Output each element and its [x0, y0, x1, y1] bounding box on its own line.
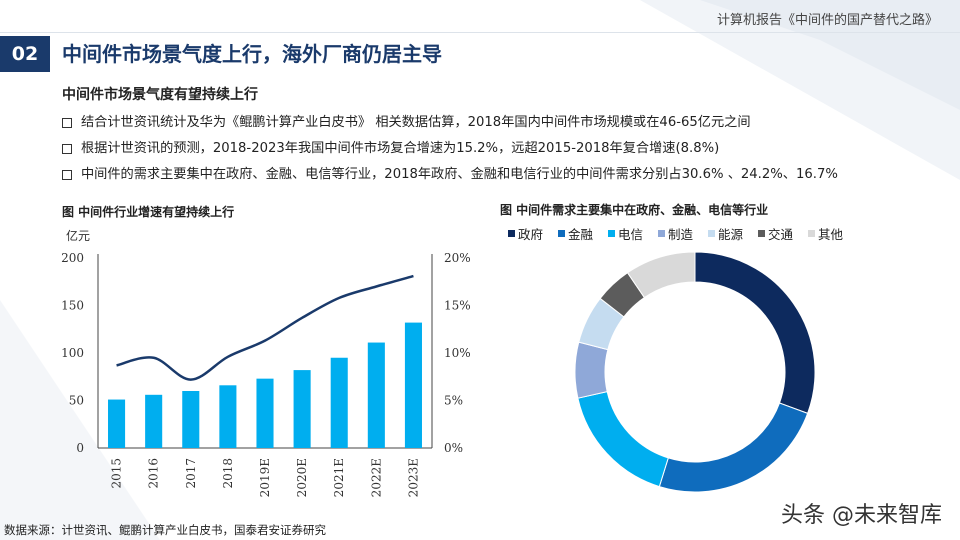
legend-label: 电信: [618, 227, 643, 242]
donut-slice: [694, 251, 816, 414]
y-tick-label: 50: [69, 394, 84, 408]
legend-swatch: [558, 230, 565, 237]
x-tick-label: 2017: [184, 458, 198, 489]
legend-label: 其他: [818, 227, 844, 242]
y2-tick-label: 10%: [444, 346, 471, 360]
legend-label: 政府: [518, 227, 543, 242]
donut-chart-title: 图 中间件需求主要集中在政府、金融、电信等行业: [500, 203, 769, 217]
x-tick-label: 2018: [221, 458, 235, 489]
legend-swatch: [808, 230, 815, 237]
legend-swatch: [658, 230, 665, 237]
legend-label: 交通: [768, 227, 794, 242]
x-tick-label: 2020E: [295, 458, 309, 497]
x-tick-label: 2023E: [406, 458, 420, 497]
x-tick-label: 2022E: [369, 458, 383, 497]
bar: [219, 385, 237, 448]
data-source-note: 数据来源：计世资讯、鲲鹏计算产业白皮书，国泰君安证券研究: [4, 523, 326, 537]
y-tick-label: 150: [61, 299, 84, 313]
checkbox-bullet-icon: [62, 144, 72, 154]
bullet-list: 结合计世资讯统计及华为《鲲鹏计算产业白皮书》 相关数据估算，2018年国内中间件…: [62, 110, 942, 188]
bar: [108, 399, 126, 448]
x-tick-label: 2015: [110, 458, 124, 489]
legend-swatch: [608, 230, 615, 237]
bar: [293, 370, 311, 448]
donut-slice: [626, 251, 696, 299]
x-tick-label: 2019E: [258, 458, 272, 497]
header-divider: [0, 32, 960, 33]
bar: [404, 322, 422, 448]
bullet-item: 结合计世资讯统计及华为《鲲鹏计算产业白皮书》 相关数据估算，2018年国内中间件…: [62, 110, 942, 136]
checkbox-bullet-icon: [62, 170, 72, 180]
y2-tick-label: 20%: [444, 251, 471, 265]
bullet-text: 根据计世资讯的预测，2018-2023年我国中间件市场复合增速为15.2%，远超…: [81, 141, 720, 156]
bullet-text: 中间件的需求主要集中在政府、金融、电信等行业，2018年政府、金融和电信行业的中…: [81, 167, 838, 182]
bullet-item: 中间件的需求主要集中在政府、金融、电信等行业，2018年政府、金融和电信行业的中…: [62, 162, 942, 188]
donut-chart: 政府 金融 电信 制造 能源 交通 其他: [508, 227, 844, 493]
y2-tick-label: 0%: [444, 441, 463, 455]
legend-swatch: [758, 230, 765, 237]
legend-swatch: [708, 230, 715, 237]
donut-slice: [577, 391, 669, 488]
sub-title: 中间件市场景气度有望持续上行: [62, 87, 258, 103]
bar: [256, 378, 274, 448]
legend-label: 金融: [568, 227, 594, 242]
y-axis-label: 亿元: [66, 228, 90, 243]
watermark: 头条 @未来智库: [781, 503, 942, 528]
bar-chart-title: 图 中间件行业增速有望持续上行: [62, 205, 235, 219]
bar: [367, 342, 385, 448]
y-tick-label: 100: [61, 346, 84, 360]
bullet-item: 根据计世资讯的预测，2018-2023年我国中间件市场复合增速为15.2%，远超…: [62, 136, 942, 162]
bar: [145, 394, 163, 448]
growth-rate-line: [116, 274, 414, 381]
legend-label: 制造: [668, 227, 694, 242]
x-tick-label: 2016: [147, 458, 161, 489]
bullet-text: 结合计世资讯统计及华为《鲲鹏计算产业白皮书》 相关数据估算，2018年国内中间件…: [81, 115, 751, 130]
report-title: 计算机报告《中间件的国产替代之路》: [716, 13, 938, 28]
checkbox-bullet-icon: [62, 118, 72, 128]
legend-label: 能源: [718, 227, 744, 242]
x-tick-label: 2021E: [332, 458, 346, 497]
bar: [330, 357, 348, 448]
y2-tick-label: 15%: [444, 299, 471, 313]
section-number-badge: 02: [0, 36, 50, 72]
bar-line-chart: 亿元 0 50 100 150 200 0% 5% 10% 15% 20% 2015 2016 2017 2…: [61, 228, 471, 497]
y2-tick-label: 5%: [444, 394, 463, 408]
section-title: 中间件市场景气度上行，海外厂商仍居主导: [62, 42, 442, 66]
donut-slice: [574, 341, 609, 399]
y-tick-label: 200: [61, 251, 84, 265]
y-tick-label: 0: [76, 441, 84, 455]
bar: [182, 391, 200, 448]
legend-swatch: [508, 230, 515, 237]
donut-slice: [658, 402, 809, 493]
